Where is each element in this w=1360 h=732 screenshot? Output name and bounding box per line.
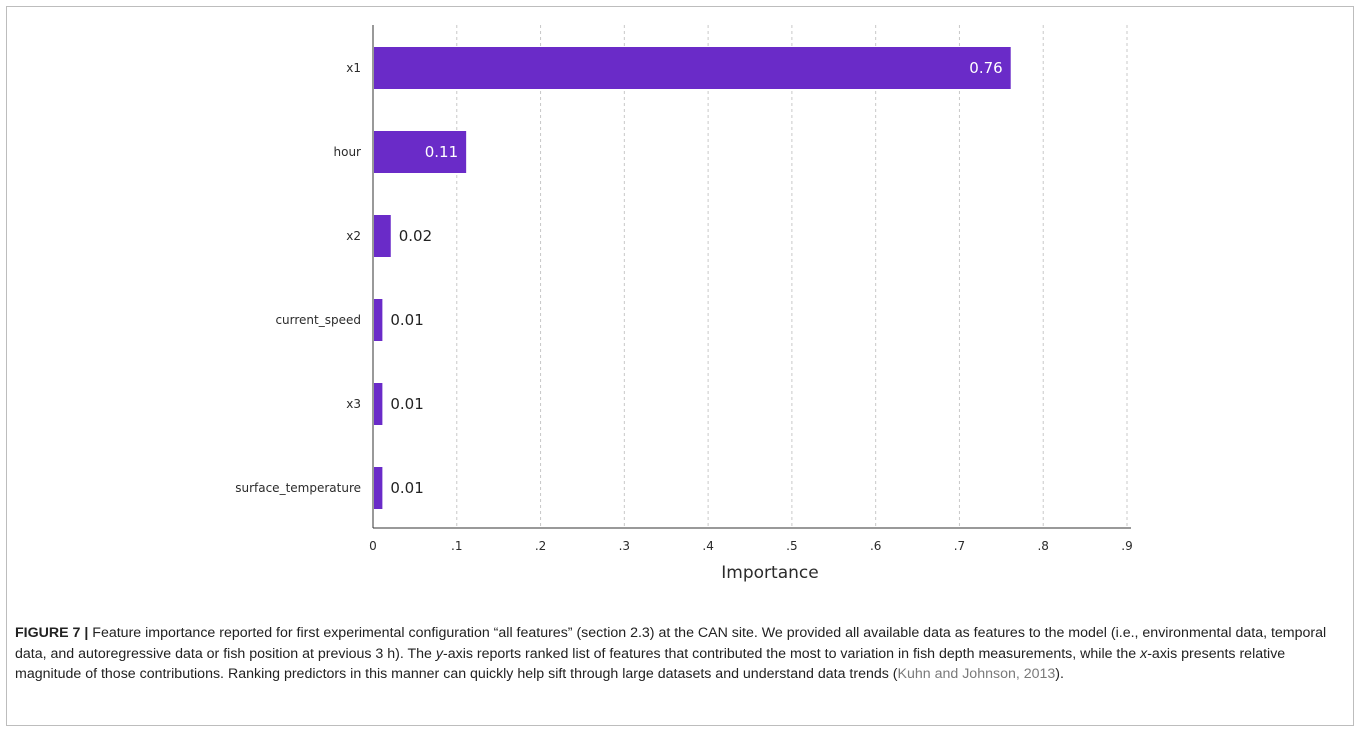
figure-frame: x1 0.76 hour 0.11 x2 0.02 current_speed 0.01 x3 0… — [6, 6, 1354, 726]
x-tick-label: .6 — [870, 539, 881, 553]
value-label: 0.11 — [425, 143, 458, 161]
bar-current_speed — [374, 299, 383, 341]
x-tick-label: .4 — [702, 539, 713, 553]
x-tick-label: .7 — [954, 539, 965, 553]
x-tick-label: .3 — [619, 539, 630, 553]
category-label: x3 — [346, 397, 361, 411]
value-label: 0.76 — [969, 59, 1002, 77]
value-label: 0.01 — [390, 479, 423, 497]
bar-x3 — [374, 383, 383, 425]
x-axis-title: Importance — [721, 563, 818, 583]
category-label: x1 — [346, 61, 361, 75]
category-label: current_speed — [275, 313, 361, 327]
x-tick-label: .8 — [1037, 539, 1048, 553]
figure-caption: FIGURE 7 | Feature importance reported f… — [15, 623, 1340, 685]
caption-y-italic: y — [435, 645, 443, 662]
bar-x2 — [374, 215, 391, 257]
x-tick-label: .1 — [451, 539, 462, 553]
caption-text-3: -axis presents relative magnitude of tho… — [15, 645, 1286, 683]
value-label: 0.01 — [390, 395, 423, 413]
value-label: 0.02 — [399, 227, 432, 245]
figure-label: FIGURE 7 | — [15, 625, 89, 641]
bar-hour — [374, 131, 467, 173]
caption-text-1: Feature importance reported for first ex… — [15, 625, 1327, 662]
feature-importance-chart: x1 0.76 hour 0.11 x2 0.02 current_speed 0.01 x3 0… — [235, 25, 1133, 583]
caption-citation-link[interactable]: Kuhn and Johnson, 2013 — [897, 666, 1056, 682]
x-tick-label: .5 — [786, 539, 797, 553]
value-label: 0.01 — [390, 311, 423, 329]
category-label: x2 — [346, 229, 361, 243]
x-tick-label: .9 — [1121, 539, 1132, 553]
bar-x1 — [374, 47, 1011, 89]
category-label: hour — [334, 145, 362, 159]
category-label: surface_temperature — [235, 481, 361, 495]
x-tick-label: .2 — [535, 539, 546, 553]
caption-text-2: -axis reports ranked list of features th… — [442, 645, 1141, 662]
bar-surface_temperature — [374, 467, 383, 509]
caption-x-italic: x — [1140, 645, 1148, 662]
x-tick-label: 0 — [369, 539, 377, 553]
caption-text-4: ). — [1055, 666, 1064, 682]
